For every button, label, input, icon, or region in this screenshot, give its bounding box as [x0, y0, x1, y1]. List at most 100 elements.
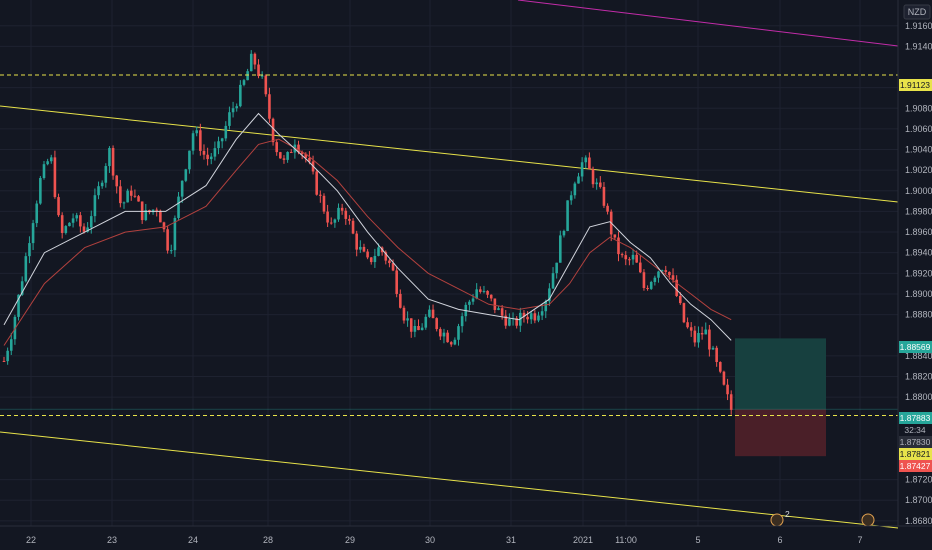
- price-tag-label: 32:34: [904, 425, 926, 435]
- price-tick-label: 1.87200: [905, 475, 932, 485]
- candle-body: [395, 270, 398, 294]
- candle-body: [537, 315, 540, 321]
- candle-body: [126, 190, 129, 203]
- candle-body: [402, 307, 406, 321]
- candle-body: [544, 301, 548, 312]
- fast-moving-average: [3, 112, 732, 341]
- candle-body: [489, 294, 493, 299]
- candle-body: [304, 153, 308, 158]
- candle-body: [173, 217, 177, 251]
- horizontal-levels[interactable]: [0, 74, 898, 417]
- candle-body: [566, 200, 569, 231]
- candle-body: [89, 216, 93, 228]
- price-tag: [899, 79, 932, 91]
- candle-body: [129, 190, 133, 196]
- position-tool[interactable]: [0, 338, 898, 457]
- candle-body: [526, 316, 529, 320]
- price-tag-label: 1.91123: [900, 80, 930, 90]
- candle-body: [17, 294, 20, 317]
- candle-body: [57, 197, 60, 216]
- candle-body: [468, 301, 471, 305]
- candle-body: [322, 195, 326, 212]
- candle-body: [35, 203, 39, 224]
- candle-body: [362, 246, 366, 252]
- trendlines[interactable]: [0, 0, 899, 529]
- candle-body: [133, 195, 137, 197]
- candle-body: [388, 260, 391, 264]
- candle-body: [697, 333, 700, 343]
- candle-body: [533, 313, 537, 321]
- candle-body: [282, 158, 286, 160]
- candle-body: [213, 148, 217, 157]
- price-tick-label: 1.89000: [905, 289, 932, 299]
- candle-body: [391, 263, 395, 271]
- time-scale[interactable]: 22 23 24 28 29 30 31 2021 11:00 5 6 7: [26, 535, 863, 545]
- candle-body: [337, 207, 340, 220]
- candle-body: [522, 312, 526, 317]
- currency-badge[interactable]: NZD: [903, 4, 931, 20]
- candle-body: [115, 175, 119, 187]
- candle-body: [289, 152, 293, 154]
- candle-body: [71, 218, 75, 223]
- candle-body: [479, 289, 482, 292]
- candle-body: [119, 186, 122, 204]
- candle-body: [413, 325, 417, 332]
- candle-body: [315, 171, 318, 195]
- price-tag-label: 1.87883: [900, 413, 931, 423]
- candle-body: [275, 142, 278, 153]
- candle-body: [180, 180, 184, 197]
- candle-body: [671, 275, 675, 280]
- stop-loss-zone: [735, 409, 826, 457]
- candle-body: [319, 194, 322, 196]
- candle-body: [144, 210, 148, 221]
- candle-body: [235, 106, 239, 109]
- candle-body: [515, 318, 518, 326]
- candle-body: [588, 157, 591, 170]
- candle-body: [708, 329, 711, 350]
- candle-body: [286, 152, 289, 160]
- candle-body: [155, 209, 159, 211]
- time-tick-label: 22: [26, 535, 36, 545]
- magenta-trendline: [517, 0, 899, 47]
- candle-body: [689, 327, 693, 331]
- price-tick-label: 1.90800: [905, 103, 932, 113]
- candle-body: [420, 327, 424, 331]
- price-tick-label: 1.88400: [905, 351, 932, 361]
- candle-body: [68, 222, 71, 227]
- slow-moving-average: [3, 138, 732, 346]
- candle-body: [449, 342, 453, 345]
- candle-body: [366, 251, 369, 258]
- price-tick-label: 1.89800: [905, 206, 932, 216]
- candle-body: [169, 250, 173, 252]
- candle-body: [369, 257, 373, 263]
- candle-body: [493, 298, 497, 310]
- candle-body: [548, 288, 551, 302]
- candle-body: [711, 347, 715, 350]
- price-tick-label: 1.87000: [905, 495, 932, 505]
- event-badge-icon: [770, 513, 784, 527]
- time-tick-label: 2021: [573, 535, 593, 545]
- price-tag: [899, 412, 932, 424]
- candle-body: [504, 315, 508, 326]
- candle-body: [631, 254, 635, 260]
- price-tag: [899, 341, 932, 353]
- price-tag: [899, 424, 932, 436]
- candle-body: [569, 195, 573, 201]
- time-tick-label: 5: [695, 535, 700, 545]
- candle-body: [406, 318, 409, 321]
- candle-body: [24, 256, 28, 282]
- candle-body: [257, 64, 260, 77]
- candle-body: [428, 309, 431, 317]
- price-tag: [899, 460, 932, 472]
- price-tags: 1.91123 1.88569 1.87883 32:34 1.87830 1.87821…: [899, 79, 932, 472]
- candlesticks: [2, 50, 733, 415]
- price-tag-label: 1.88569: [900, 342, 931, 352]
- candle-body: [86, 227, 89, 232]
- candle-body: [399, 293, 402, 308]
- candle-body: [642, 272, 646, 288]
- price-tick-label: 1.86800: [905, 516, 932, 526]
- candle-body: [217, 141, 220, 149]
- candle-body: [253, 53, 257, 65]
- event-badge-icon: [861, 513, 875, 527]
